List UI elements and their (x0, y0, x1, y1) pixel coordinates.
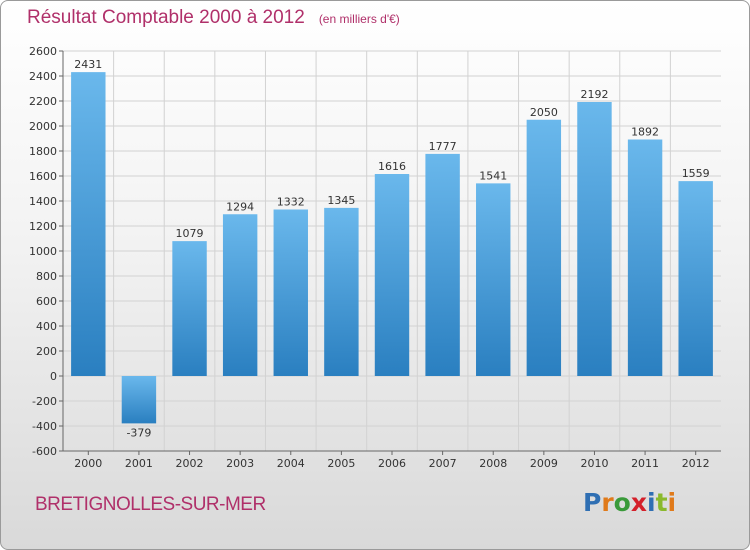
x-tick-label: 2001 (125, 457, 153, 470)
y-tick-label: -400 (32, 420, 57, 433)
x-tick-label: 2003 (226, 457, 254, 470)
y-tick-label: -600 (32, 445, 57, 458)
chart-title: Résultat Comptable 2000 à 2012 (27, 7, 305, 28)
y-tick-label: 600 (36, 295, 57, 308)
y-tick-label: 1400 (29, 195, 57, 208)
bar-2005 (324, 207, 359, 376)
value-label-2000: 2431 (74, 58, 102, 71)
bar-2007 (425, 153, 460, 376)
logo-letter: P (583, 488, 602, 517)
bar-2012 (678, 181, 713, 376)
axes: -600 -400 -200 0 200 400 600 800 1000 1200 1400 160… (29, 45, 721, 470)
bar-2004 (273, 209, 308, 376)
value-label-2012: 1559 (682, 167, 710, 180)
bars (71, 72, 713, 424)
x-tick-label: 2010 (580, 457, 608, 470)
bar-2000 (71, 72, 106, 376)
logo-letter: x (630, 488, 647, 517)
data-labels: 2431 -379 1079 1294 1332 1345 1616 1777 1541 2050… (74, 58, 709, 439)
y-tick-label: 200 (36, 345, 57, 358)
bar-2002 (172, 241, 207, 376)
y-tick-label: 2200 (29, 95, 57, 108)
value-label-2001: -379 (126, 426, 151, 439)
x-tick-label: 2012 (682, 457, 710, 470)
value-label-2005: 1345 (327, 194, 355, 207)
bar-2009 (526, 119, 562, 376)
value-label-2006: 1616 (378, 160, 406, 173)
x-tick-label: 2007 (429, 457, 457, 470)
y-tick-label: 2000 (29, 120, 57, 133)
logo-letter: i (647, 488, 656, 517)
value-label-2009: 2050 (530, 106, 558, 119)
x-tick-label: 2009 (530, 457, 558, 470)
commune-name: BRETIGNOLLES-SUR-MER (35, 494, 266, 515)
logo-letter: r (601, 488, 614, 517)
y-tick-label: 1800 (29, 145, 57, 158)
x-tick-label: 2002 (176, 457, 204, 470)
value-label-2004: 1332 (277, 196, 305, 209)
value-label-2011: 1892 (631, 126, 659, 139)
value-label-2002: 1079 (176, 227, 204, 240)
value-label-2008: 1541 (479, 169, 507, 182)
value-label-2010: 2192 (580, 88, 608, 101)
y-tick-label: 1000 (29, 245, 57, 258)
bar-2001 (121, 376, 157, 424)
logo-letter: t (655, 488, 668, 517)
x-tick-label: 2006 (378, 457, 406, 470)
y-tick-label: 1600 (29, 170, 57, 183)
bar-2006 (374, 174, 410, 376)
x-tick-label: 2008 (479, 457, 507, 470)
bar-2011 (627, 139, 663, 376)
bar-2010 (577, 102, 612, 376)
y-tick-label: 800 (36, 270, 57, 283)
y-tick-label: -200 (32, 395, 57, 408)
x-tick-label: 2005 (327, 457, 355, 470)
value-label-2003: 1294 (226, 200, 254, 213)
x-tick-label: 2004 (277, 457, 305, 470)
logo-letter: o (613, 488, 631, 517)
title-block: Résultat Comptable 2000 à 2012 (en milli… (27, 7, 400, 29)
bar-2003 (222, 214, 258, 376)
chart-subtitle: (en milliers d'€) (318, 12, 400, 26)
x-tick-label: 2000 (74, 457, 102, 470)
value-label-2007: 1777 (429, 140, 457, 153)
y-tick-label: 1200 (29, 220, 57, 233)
y-tick-label: 2400 (29, 70, 57, 83)
proxiti-logo[interactable]: Proxiti (583, 488, 676, 517)
logo-letter: i (667, 488, 677, 517)
y-tick-label: 400 (36, 320, 57, 333)
y-tick-label: 2600 (29, 45, 57, 58)
x-tick-label: 2011 (631, 457, 659, 470)
bar-2008 (476, 183, 511, 376)
y-tick-label: 0 (50, 370, 57, 383)
